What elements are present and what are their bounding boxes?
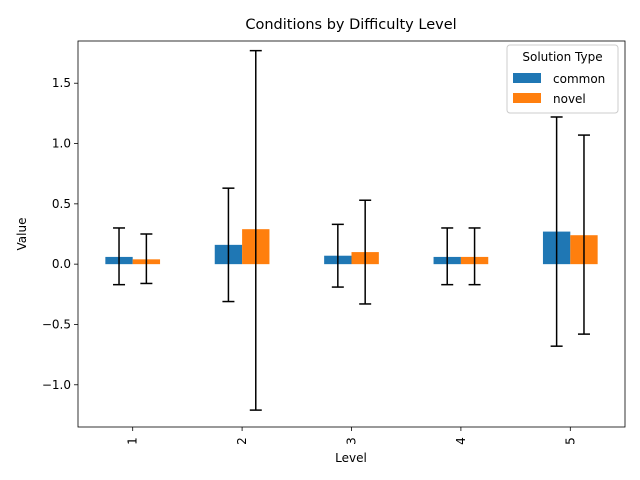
y-axis: −1.0 −0.5 0.0 0.5 1.0 1.5 <box>42 76 78 392</box>
x-tick-label: 3 <box>345 437 359 445</box>
errorbar-common-level-2 <box>222 187 235 303</box>
y-tick-label: 1.5 <box>52 76 71 90</box>
y-tick-label: 0.5 <box>52 197 71 211</box>
legend-title: Solution Type <box>522 50 602 64</box>
legend-swatch-novel <box>513 93 541 103</box>
chart-title: Conditions by Difficulty Level <box>245 17 456 33</box>
errorbar-common-level-5 <box>550 116 563 347</box>
y-tick-label: −1.0 <box>42 378 71 392</box>
x-axis: 1 2 3 4 5 <box>126 427 577 445</box>
errorbar-novel-level-2 <box>249 49 262 411</box>
x-tick-label: 2 <box>235 437 249 445</box>
y-tick-label: −0.5 <box>42 317 71 331</box>
legend-label-novel: novel <box>553 92 586 106</box>
errorbar-common-level-4 <box>441 227 454 286</box>
legend: Solution Type common novel <box>506 44 619 114</box>
errorbar-common-level-3 <box>331 223 344 288</box>
y-tick-label: 1.0 <box>52 137 71 151</box>
x-axis-label: Level <box>335 451 367 465</box>
legend-swatch-common <box>513 73 541 83</box>
x-tick-label: 5 <box>563 437 577 445</box>
x-tick-label: 1 <box>126 437 140 445</box>
y-tick-label: 0.0 <box>52 257 71 271</box>
errorbar-common-level-1 <box>113 227 126 286</box>
y-axis-label: Value <box>15 218 29 251</box>
plot-area <box>105 49 598 411</box>
legend-label-common: common <box>553 72 605 86</box>
errorbar-novel-level-4 <box>468 227 481 286</box>
errorbar-novel-level-5 <box>577 134 590 335</box>
x-tick-label: 4 <box>454 437 468 445</box>
errorbar-novel-level-3 <box>359 199 372 305</box>
errorbar-novel-level-1 <box>140 233 153 285</box>
